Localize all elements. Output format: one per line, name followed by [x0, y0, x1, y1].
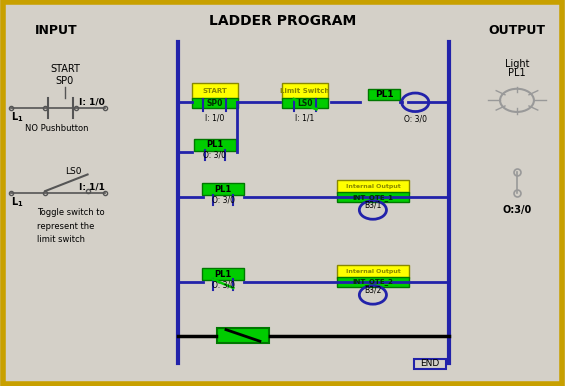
Text: LS0: LS0 [65, 167, 82, 176]
Text: $\mathbf{L_1}$: $\mathbf{L_1}$ [11, 195, 24, 209]
Text: I: 1/0: I: 1/0 [79, 97, 105, 106]
FancyBboxPatch shape [192, 98, 238, 108]
FancyBboxPatch shape [337, 277, 409, 287]
Text: NO Pushbutton: NO Pushbutton [25, 124, 88, 132]
Text: B3/2: B3/2 [364, 286, 381, 295]
FancyBboxPatch shape [202, 183, 244, 195]
FancyBboxPatch shape [337, 180, 409, 193]
Text: LADDER PROGRAM: LADDER PROGRAM [209, 14, 356, 27]
Text: O: 3/0: O: 3/0 [212, 280, 234, 289]
Text: PL1: PL1 [508, 68, 526, 78]
Text: Internal Output: Internal Output [346, 184, 400, 189]
Text: PL1: PL1 [215, 269, 232, 279]
Text: I: 1/1: I: 1/1 [295, 113, 315, 122]
Text: END: END [420, 359, 440, 368]
FancyBboxPatch shape [337, 192, 409, 202]
FancyBboxPatch shape [282, 98, 328, 108]
FancyBboxPatch shape [368, 89, 401, 100]
Text: PL1: PL1 [206, 140, 223, 149]
Text: O: 3/0: O: 3/0 [203, 151, 226, 160]
Text: O:3/0: O:3/0 [502, 205, 532, 215]
FancyBboxPatch shape [192, 83, 238, 99]
FancyBboxPatch shape [194, 139, 236, 151]
Text: Internal Output: Internal Output [346, 269, 400, 274]
Text: SP0: SP0 [207, 99, 223, 108]
FancyBboxPatch shape [337, 265, 409, 278]
Text: INT_OTE_1: INT_OTE_1 [353, 194, 393, 200]
Text: START: START [202, 88, 227, 94]
Text: B3/1: B3/1 [364, 201, 381, 210]
Text: O: 3/0: O: 3/0 [212, 195, 234, 204]
Text: INPUT: INPUT [35, 24, 78, 37]
Text: Toggle switch to: Toggle switch to [37, 208, 105, 217]
Text: PL1: PL1 [215, 185, 232, 194]
FancyBboxPatch shape [202, 268, 244, 280]
Text: Light: Light [505, 59, 529, 69]
Text: O: 3/0: O: 3/0 [404, 115, 427, 124]
Text: PL1: PL1 [375, 90, 393, 99]
Text: I: 1/1: I: 1/1 [79, 182, 105, 191]
Text: Limit Switch: Limit Switch [280, 88, 330, 94]
Text: SP0: SP0 [56, 76, 74, 86]
Text: $\mathbf{L_1}$: $\mathbf{L_1}$ [11, 110, 24, 124]
Text: I: 1/0: I: 1/0 [205, 113, 224, 122]
Text: START: START [50, 64, 80, 74]
FancyBboxPatch shape [282, 83, 328, 99]
Text: limit switch: limit switch [37, 235, 85, 244]
Text: INT_OTE_2: INT_OTE_2 [353, 279, 393, 285]
FancyBboxPatch shape [217, 328, 269, 343]
Text: LS0: LS0 [297, 99, 313, 108]
Text: represent the: represent the [37, 222, 94, 231]
Text: OUTPUT: OUTPUT [489, 24, 545, 37]
